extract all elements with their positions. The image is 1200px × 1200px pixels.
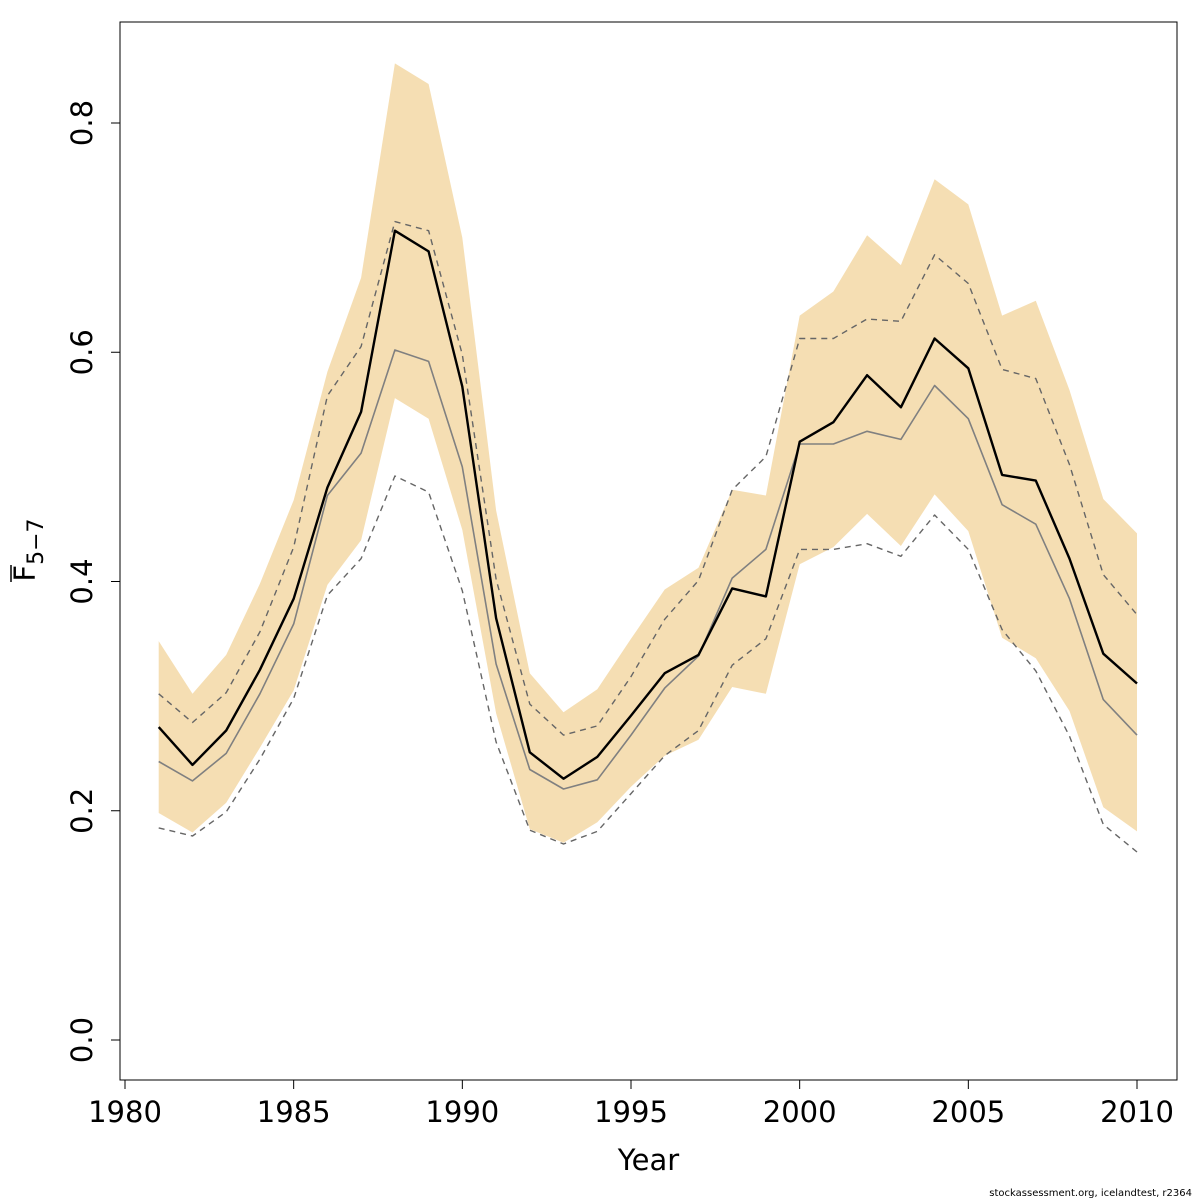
series-line-lower-dashed [158, 475, 1138, 853]
y-axis: 0.0 0.2 0.4 0.6 0.8 [65, 100, 121, 1063]
footer-note: stockassessment.org, icelandtest, r2364 [989, 1188, 1192, 1199]
y-axis-title-symbol: F [8, 565, 42, 582]
series-layer [157, 220, 1138, 853]
y-tick-label: 0.6 [65, 329, 99, 375]
x-tick-label: 2000 [763, 1095, 837, 1129]
y-axis-title-subscript: 5−7 [24, 518, 49, 564]
y-tick-label: 0.2 [65, 788, 99, 834]
x-tick-label: 2010 [1100, 1095, 1174, 1129]
x-tick-label: 2005 [931, 1095, 1005, 1129]
series-line-alternative [158, 349, 1138, 790]
y-tick-label: 0.0 [65, 1017, 99, 1063]
series-line-estimate [157, 229, 1138, 780]
y-axis-title-main: F5−7 [8, 518, 49, 581]
y-tick-label: 0.4 [65, 558, 99, 604]
x-axis-title: Year [617, 1143, 679, 1177]
series-line-upper-dashed [158, 220, 1138, 736]
x-tick-label: 1985 [257, 1095, 331, 1129]
y-tick-label: 0.8 [65, 100, 99, 146]
x-tick-label: 1990 [425, 1095, 499, 1129]
y-axis-title: F5−7 [8, 518, 49, 582]
x-tick-label: 1995 [594, 1095, 668, 1129]
x-tick-label: 1980 [88, 1095, 162, 1129]
confidence-band-layer [158, 63, 1137, 843]
x-axis: 1980 1985 1990 1995 2000 2005 2010 [88, 1079, 1174, 1129]
confidence-band [158, 63, 1137, 843]
